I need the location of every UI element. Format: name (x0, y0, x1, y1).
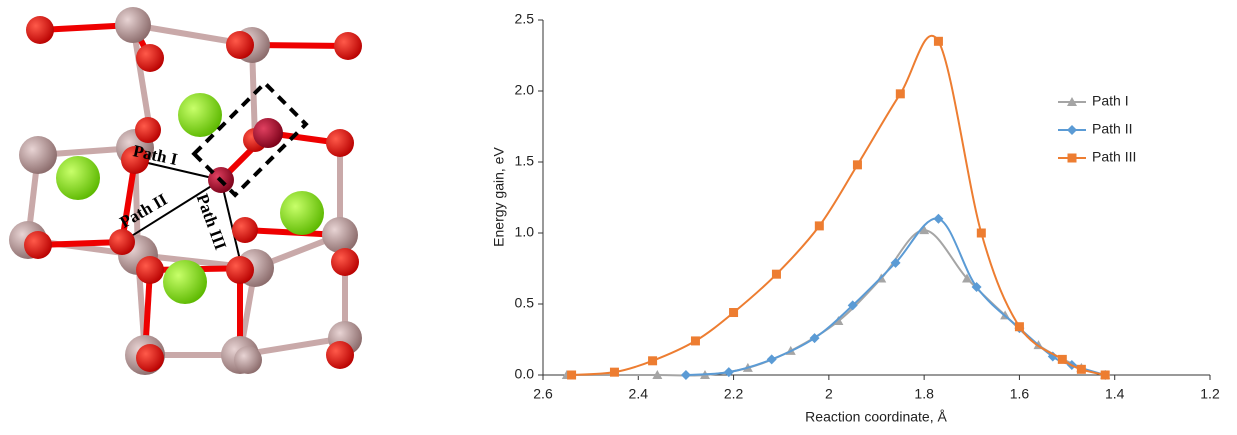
marker (681, 370, 691, 380)
y-tick-label: 0.0 (515, 366, 535, 382)
structure-image: Path I Path II Path III (9, 7, 362, 375)
marker (1058, 355, 1067, 364)
marker (933, 214, 943, 224)
legend-marker (1068, 154, 1077, 163)
y-tick-label: 0.5 (515, 295, 535, 311)
x-tick-label: 1.4 (1105, 386, 1125, 402)
marker (934, 37, 943, 46)
marker (1077, 365, 1086, 374)
x-axis-title: Reaction coordinate, Å (805, 409, 947, 425)
series-line (567, 230, 1105, 375)
path-label: Path II (116, 189, 170, 231)
y-tick-label: 1.5 (515, 153, 535, 169)
x-tick-label: 2 (825, 386, 833, 402)
marker (1015, 322, 1024, 331)
marker (772, 270, 781, 279)
legend-label: Path III (1092, 149, 1136, 165)
marker (648, 356, 657, 365)
legend-label: Path I (1092, 93, 1129, 109)
marker (977, 229, 986, 238)
y-tick-label: 2.0 (515, 82, 535, 98)
x-tick-label: 2.4 (629, 386, 649, 402)
marker (724, 367, 734, 377)
marker (729, 308, 738, 317)
marker (815, 221, 824, 230)
marker (610, 368, 619, 377)
x-tick-label: 1.6 (1010, 386, 1030, 402)
marker (767, 354, 777, 364)
x-tick-label: 1.8 (914, 386, 934, 402)
figure: Path I Path II Path III Energy gain, eV … (0, 0, 1237, 430)
y-tick-label: 1.0 (515, 224, 535, 240)
legend-label: Path II (1092, 121, 1132, 137)
y-tick-label: 2.5 (515, 11, 535, 27)
series-line (686, 218, 1105, 375)
path-label: Path III (193, 191, 231, 252)
x-tick-label: 1.2 (1200, 386, 1220, 402)
y-axis-title: Energy gain, eV (491, 147, 507, 247)
marker (1101, 371, 1110, 380)
x-tick-label: 2.2 (724, 386, 744, 402)
marker (567, 371, 576, 380)
marker (896, 89, 905, 98)
page: Path I Path II Path III Energy gain, eV … (0, 0, 1237, 435)
x-tick-label: 2.6 (533, 386, 553, 402)
marker (691, 336, 700, 345)
legend-marker (1067, 125, 1077, 135)
marker (853, 160, 862, 169)
